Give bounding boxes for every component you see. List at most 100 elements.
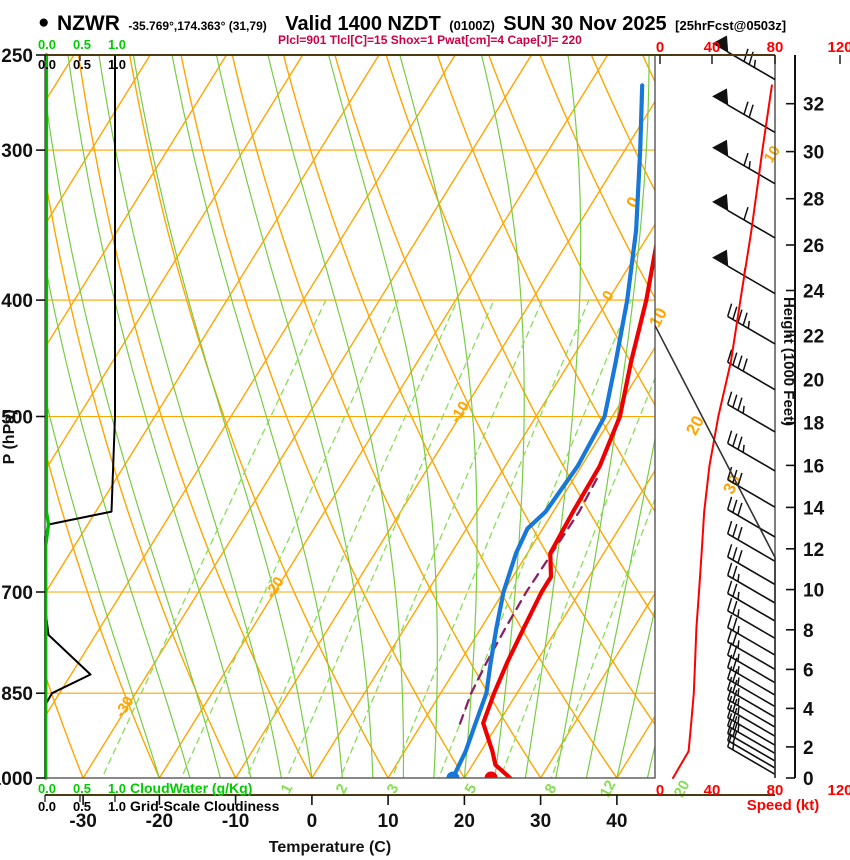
mixing-ratio-line: [180, 299, 399, 778]
wind-barb-full: [743, 101, 749, 115]
height-tick-label: 32: [803, 95, 824, 116]
wind-barb-pennant: [712, 139, 729, 158]
mixing-ratio-line: [339, 299, 543, 778]
cloudiness-top-tick: 0.5: [73, 57, 91, 72]
stability-indices: Plcl=901 Tlcl[C]=15 Shox=1 Pwat[cm]=4 Ca…: [278, 33, 582, 47]
wind-barb-half: [747, 320, 751, 329]
wind-barb-full: [737, 309, 743, 323]
speed-tick-label-bottom: 80: [767, 782, 784, 799]
wind-barb: [712, 88, 776, 134]
speed-tick-label-bottom: 120: [827, 782, 850, 799]
temperature-tick-label: 10: [378, 811, 399, 832]
wind-barb-half: [742, 405, 745, 414]
parcel-curve: [458, 474, 600, 725]
wind-barb-full: [726, 733, 733, 748]
dry-adiabat-line: [488, 55, 655, 407]
cloudwater-top-tick: 1.0: [108, 37, 126, 52]
wind-barb: [726, 466, 776, 508]
height-axis-label: Height (1000 Feet): [780, 297, 797, 426]
wind-barb-full: [726, 704, 733, 718]
wind-barb: [712, 139, 776, 185]
temperature-tick-label: 20: [454, 811, 475, 832]
wind-barb: [726, 349, 776, 391]
cloudwater-bottom-tick: 0.0: [38, 781, 56, 796]
dry-adiabat-line: [334, 55, 655, 726]
height-tick-label: 6: [803, 660, 814, 681]
wind-barb-full: [737, 472, 743, 486]
wind-barb-full: [732, 679, 738, 693]
wind-barb-full: [726, 614, 733, 628]
wind-barb-half: [737, 724, 740, 732]
speed-tick-label-bottom: 40: [704, 782, 721, 799]
wind-barb-full: [726, 496, 733, 510]
wind-barb-staff: [727, 592, 776, 622]
wind-barb: [726, 496, 776, 538]
dewpoint-curve: [450, 83, 645, 778]
isotherm-line: [45, 55, 380, 595]
station-coords: -35.769°,174.363° (31,79): [128, 19, 267, 33]
wind-barb-staff: [727, 725, 776, 755]
wind-barb-staff: [727, 479, 776, 508]
wind-barb-staff: [727, 610, 776, 639]
wind-barb: [726, 727, 776, 769]
moist-adiabat-line: [45, 394, 160, 778]
wind-barb: [726, 562, 776, 604]
speed-tick-label: 120: [827, 39, 850, 56]
moist-adiabat-line: [585, 435, 655, 778]
wind-barb-full: [726, 562, 733, 576]
moist-adiabat-line: [215, 55, 374, 778]
dry-adiabat-label: 10: [645, 305, 671, 331]
dry-adiabat-label: 0: [623, 194, 644, 211]
clipped-grid: [45, 0, 850, 778]
height-tick-label: 18: [803, 414, 824, 435]
temperature-surface-marker: [484, 771, 498, 778]
cloudwater-bottom-tick: 0.5: [73, 781, 91, 796]
wind-barb-full: [732, 707, 738, 721]
isotherm-line: [45, 55, 304, 472]
wind-barb-half: [737, 716, 740, 724]
wind-barb-full: [732, 716, 738, 730]
cloudiness-bottom-tick: 0.0: [38, 799, 56, 814]
pressure-tick-label: 700: [1, 583, 33, 604]
valid-date: SUN 30 Nov 2025: [503, 13, 667, 35]
height-tick-label: 24: [803, 282, 825, 303]
speed-tick-label: 40: [704, 39, 721, 56]
wind-barb: [726, 614, 776, 656]
wind-barb-staff: [727, 678, 776, 708]
dry-adiabat-line: [539, 55, 655, 300]
temperature-tick-label: 30: [530, 811, 551, 832]
wind-barb-full: [726, 727, 733, 741]
wind-barb: [712, 193, 776, 239]
wind-barb-half: [737, 573, 740, 582]
temperature-axis-label: Temperature (C): [269, 839, 391, 856]
dry-adiabat-line: [845, 0, 850, 778]
wind-barb-staff: [727, 641, 776, 671]
header-line: ● NZWR -35.769°,174.363° (31,79) Valid 1…: [38, 12, 786, 36]
height-tick-label: 26: [803, 236, 824, 257]
wind-barb-staff: [727, 51, 776, 81]
moist-adiabat-line: [616, 606, 655, 778]
wind-barb-full: [748, 104, 754, 118]
station-marker-icon: ●: [38, 12, 50, 33]
mixing-ratio-line: [438, 299, 632, 778]
wind-barb-full: [726, 654, 733, 668]
dry-adiabat-line: [231, 55, 542, 778]
wind-barb-half: [748, 161, 751, 169]
wind-barb: [726, 597, 776, 639]
wind-barb: [726, 430, 776, 472]
temperature-tick-label: -20: [146, 811, 173, 832]
mixing-ratio-label: 12: [597, 778, 620, 801]
wind-barb-full: [726, 430, 733, 444]
isotherm-label: 10: [761, 143, 784, 166]
height-tick-label: 22: [803, 326, 824, 347]
wind-barb-pennant: [712, 35, 729, 53]
wind-barb-full: [737, 550, 743, 564]
wind-barb-half: [737, 707, 740, 715]
wind-barb-full: [732, 730, 738, 744]
wind-barb-staff: [727, 104, 776, 134]
temperature-tick-label: -10: [222, 811, 249, 832]
pressure-tick-label: 1000: [0, 769, 33, 790]
wind-barb-full: [732, 600, 738, 615]
moist-adiabat-line: [480, 55, 525, 778]
